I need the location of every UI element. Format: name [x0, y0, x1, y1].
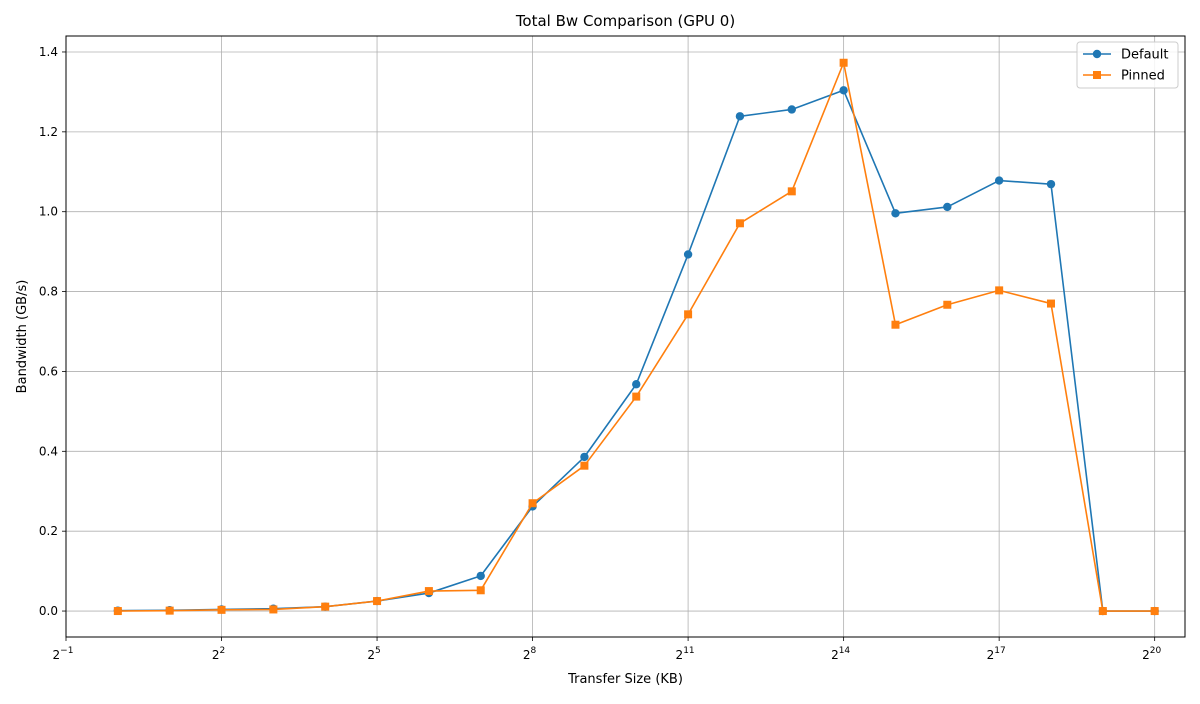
data-point-pinned	[684, 310, 693, 319]
data-point-pinned	[1098, 607, 1107, 616]
y-tick-label: 0.6	[39, 364, 58, 378]
y-tick-label: 1.0	[39, 205, 58, 219]
x-tick-label: 28	[523, 646, 537, 662]
data-point-default	[943, 202, 952, 212]
data-point-pinned	[1046, 299, 1055, 308]
x-tick-exponent: 5	[375, 646, 381, 656]
data-point-default	[632, 380, 641, 389]
x-tick-label: 22	[212, 646, 225, 662]
y-tick-label: 1.4	[39, 45, 58, 59]
data-point-default	[683, 250, 693, 259]
x-tick-exponent: 2	[219, 646, 225, 656]
data-point-pinned	[891, 320, 900, 329]
x-tick-label: 217	[987, 646, 1006, 662]
axis-ticks: 2−1 22 25 28 211 214 217 2200.00.20.40.60.81.01…	[39, 45, 1162, 662]
x-axis-label: Transfer Size (KB)	[567, 672, 683, 687]
data-point-default	[1046, 179, 1056, 189]
data-point-pinned	[424, 587, 433, 596]
data-point-pinned	[735, 219, 744, 228]
x-tick-base: 2	[212, 648, 220, 662]
x-tick-base: 2	[53, 648, 61, 662]
plot-frame	[65, 35, 1186, 638]
legend-marker	[1092, 49, 1102, 59]
legend: Default Pinned	[1076, 41, 1179, 89]
data-point-default	[735, 112, 745, 121]
data-point-pinned	[995, 286, 1004, 295]
data-point-pinned	[632, 392, 641, 401]
data-point-default	[476, 571, 485, 581]
x-tick-exponent: 14	[839, 646, 851, 656]
data-point-pinned	[943, 300, 952, 309]
y-tick-label: 0.8	[39, 285, 58, 299]
data-point-pinned	[217, 605, 226, 614]
y-tick-label: 0.4	[39, 444, 58, 458]
x-tick-exponent: 20	[1150, 646, 1162, 656]
data-point-pinned	[321, 602, 330, 611]
data-point-pinned	[269, 605, 278, 614]
legend-marker	[1093, 71, 1101, 79]
x-tick-label: 214	[831, 646, 850, 662]
x-tick-label: 25	[367, 646, 380, 662]
data-point-default	[994, 176, 1004, 185]
x-tick-exponent: 17	[994, 646, 1005, 656]
data-point-pinned	[1150, 607, 1159, 616]
x-tick-base: 2	[523, 648, 531, 662]
data-point-pinned	[580, 461, 589, 470]
grid	[65, 36, 1185, 637]
data-point-pinned	[787, 187, 796, 196]
series-pinned	[113, 58, 1159, 616]
y-tick-label: 1.2	[39, 125, 58, 139]
plot-series	[113, 58, 1159, 616]
x-tick-label: 220	[1142, 646, 1161, 662]
y-tick-label: 0.0	[39, 604, 58, 618]
data-point-pinned	[528, 499, 537, 508]
x-tick-base: 2	[676, 648, 684, 662]
data-point-default	[839, 86, 848, 95]
data-point-pinned	[839, 58, 848, 67]
x-tick-base: 2	[831, 648, 839, 662]
x-tick-label: 211	[676, 646, 695, 662]
x-tick-exponent: 11	[683, 646, 694, 656]
data-point-default	[787, 105, 796, 114]
legend-label: Default	[1121, 48, 1169, 63]
data-point-pinned	[165, 606, 174, 615]
x-tick-label: 2−1	[53, 646, 74, 662]
x-tick-base: 2	[367, 648, 375, 662]
y-axis-label: Bandwidth (GB/s)	[15, 280, 30, 394]
x-tick-exponent: 8	[531, 646, 537, 656]
x-tick-base: 2	[1142, 648, 1150, 662]
data-point-pinned	[373, 597, 382, 606]
data-point-pinned	[476, 586, 485, 595]
series-default	[113, 86, 1159, 616]
data-point-default	[580, 452, 589, 462]
chart-title: Total Bw Comparison (GPU 0)	[515, 12, 735, 30]
x-tick-exponent: −1	[60, 646, 73, 656]
data-point-default	[891, 209, 900, 218]
legend-label: Pinned	[1121, 69, 1165, 84]
y-tick-label: 0.2	[39, 524, 58, 538]
x-tick-base: 2	[987, 648, 995, 662]
data-point-pinned	[113, 607, 122, 616]
